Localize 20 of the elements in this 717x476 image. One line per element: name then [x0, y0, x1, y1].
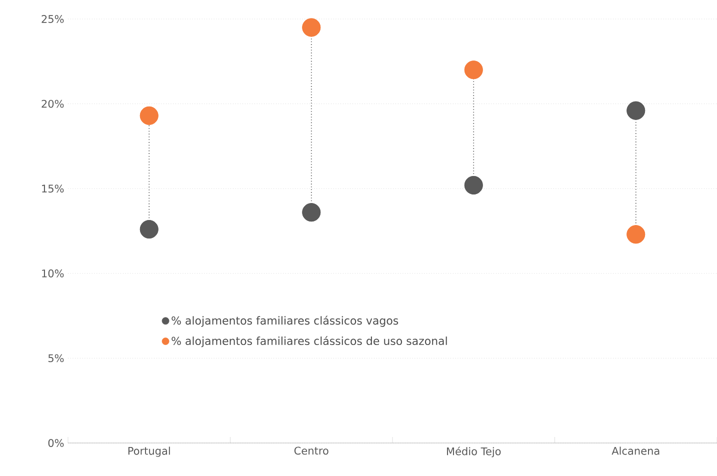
point	[626, 101, 646, 120]
point	[140, 106, 158, 125]
x-tick-label: Alcanena	[612, 446, 660, 455]
y-tick-label: 20%	[42, 100, 64, 108]
y-tick-label: 5%	[48, 354, 64, 362]
x-tick-label: Médio Tejo	[447, 446, 501, 458]
x-tick-label: Centro	[294, 446, 328, 455]
point	[302, 203, 321, 222]
legend-label: % alojamentos familiares clássicos vagos	[172, 316, 398, 327]
y-tick-label: 15%	[42, 184, 64, 193]
x-tick-label: Portugal	[128, 446, 170, 457]
y-tick-label: 0%	[48, 439, 64, 447]
point	[464, 176, 483, 194]
point	[302, 18, 321, 37]
point	[626, 225, 646, 244]
y-tick-label: 25%	[42, 15, 64, 23]
point	[140, 220, 158, 238]
y-tick-label: 10%	[42, 269, 64, 278]
point	[464, 60, 483, 80]
legend-label: % alojamentos familiares clássicos de uso sazonal	[172, 336, 447, 348]
